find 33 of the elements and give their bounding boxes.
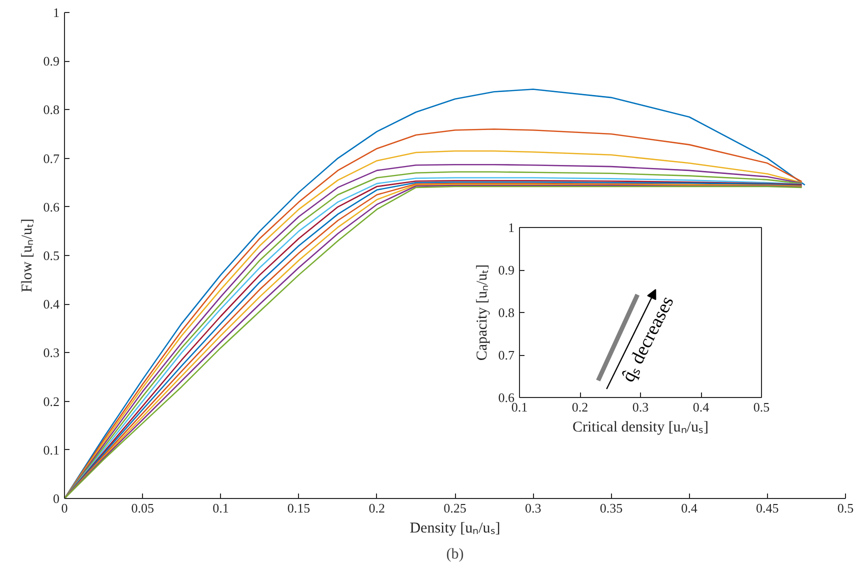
text: (b) — [446, 546, 464, 562]
x-tick-label: 0.45 — [756, 500, 779, 516]
y-tick-label: 0.4 — [43, 296, 60, 312]
x-tick-label: 0.5 — [837, 500, 854, 516]
x-tick-label: 0.3 — [524, 500, 542, 516]
x-tick-label: 0.2 — [368, 500, 386, 516]
x-tick-label: 0.4 — [692, 400, 710, 414]
y-tick-label: 1 — [53, 5, 60, 20]
y-tick-label: 0.5 — [43, 248, 60, 263]
x-tick-label: 0.4 — [681, 500, 698, 516]
y-axis-title: Capacity [uₙ/uₜ] — [474, 264, 490, 361]
y-tick-label: 0.7 — [43, 150, 60, 166]
y-tick-label: 0.8 — [498, 305, 514, 320]
x-tick-label: 0.5 — [753, 400, 770, 414]
x-axis-title: Density [uₙ/uₛ] — [410, 520, 500, 536]
y-tick-label: 0.9 — [43, 54, 60, 69]
x-axis-title: Critical density [uₙ/uₛ] — [572, 420, 708, 436]
x-tick-label: 0.3 — [632, 400, 649, 414]
y-tick-label: 1 — [508, 220, 514, 235]
x-tick-label: 0.35 — [600, 500, 623, 516]
y-tick-label: 0 — [53, 491, 60, 506]
x-tick-label: 0.2 — [572, 400, 588, 414]
y-tick-label: 0.7 — [498, 348, 515, 362]
x-tick-label: 0.1 — [212, 500, 229, 516]
y-tick-label: 0.1 — [43, 442, 60, 458]
y-tick-label: 0.8 — [43, 102, 60, 118]
y-tick-label: 0.9 — [498, 262, 514, 278]
y-tick-label: 0.6 — [43, 199, 60, 214]
x-tick-label: 0.15 — [287, 500, 310, 516]
x-tick-label: 0.05 — [131, 500, 154, 516]
y-axis-title: Flow [uₙ/uₜ] — [19, 218, 36, 292]
x-tick-label: 0.25 — [444, 500, 466, 516]
y-tick-label: 0.3 — [43, 345, 60, 360]
